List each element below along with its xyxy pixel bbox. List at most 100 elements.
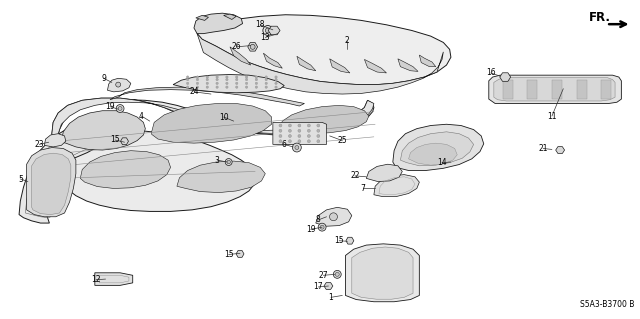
Circle shape	[250, 44, 255, 49]
Circle shape	[206, 76, 209, 78]
Polygon shape	[352, 247, 413, 299]
Polygon shape	[108, 78, 131, 92]
Polygon shape	[502, 80, 513, 99]
Text: 14: 14	[437, 158, 447, 167]
Circle shape	[245, 82, 248, 85]
Text: 23: 23	[35, 140, 44, 149]
Polygon shape	[61, 111, 145, 150]
Polygon shape	[419, 55, 436, 67]
Circle shape	[206, 78, 209, 81]
Circle shape	[265, 86, 268, 88]
Circle shape	[236, 78, 238, 81]
Circle shape	[279, 135, 282, 137]
Polygon shape	[330, 59, 350, 73]
Circle shape	[330, 213, 337, 221]
Circle shape	[123, 139, 126, 143]
Circle shape	[307, 140, 310, 143]
Circle shape	[206, 82, 209, 85]
Polygon shape	[248, 42, 257, 51]
Polygon shape	[19, 125, 106, 223]
Circle shape	[317, 135, 320, 137]
Polygon shape	[152, 103, 271, 143]
Polygon shape	[279, 105, 369, 134]
Circle shape	[265, 82, 268, 85]
Polygon shape	[196, 15, 209, 20]
Circle shape	[295, 145, 299, 150]
Polygon shape	[401, 132, 474, 166]
Circle shape	[236, 86, 238, 88]
Circle shape	[318, 223, 326, 231]
Text: 1: 1	[328, 293, 333, 302]
Circle shape	[348, 239, 351, 242]
Circle shape	[307, 129, 310, 132]
Text: 15: 15	[224, 250, 234, 259]
Circle shape	[307, 135, 310, 137]
Circle shape	[266, 28, 270, 33]
Polygon shape	[398, 59, 418, 71]
Circle shape	[116, 82, 121, 87]
Polygon shape	[44, 134, 66, 147]
Polygon shape	[120, 138, 129, 145]
Circle shape	[245, 86, 248, 88]
Text: 10: 10	[219, 113, 228, 122]
Circle shape	[298, 129, 301, 132]
Polygon shape	[494, 78, 615, 101]
Text: 12: 12	[92, 275, 101, 284]
Polygon shape	[223, 14, 236, 19]
Polygon shape	[197, 15, 451, 85]
Circle shape	[289, 129, 291, 132]
Polygon shape	[273, 122, 326, 145]
Circle shape	[279, 140, 282, 143]
Polygon shape	[489, 75, 621, 103]
Circle shape	[116, 105, 124, 113]
Text: 21: 21	[538, 144, 548, 153]
Circle shape	[317, 129, 320, 132]
Polygon shape	[80, 151, 171, 189]
Polygon shape	[95, 273, 132, 286]
Polygon shape	[500, 73, 511, 81]
Text: 17: 17	[314, 282, 323, 292]
Polygon shape	[324, 283, 333, 289]
Circle shape	[320, 225, 324, 229]
Text: 19: 19	[306, 225, 316, 234]
Text: 2: 2	[345, 36, 349, 45]
Polygon shape	[364, 59, 387, 73]
Circle shape	[226, 76, 228, 78]
Circle shape	[216, 76, 218, 78]
Polygon shape	[316, 207, 352, 226]
Circle shape	[265, 78, 268, 81]
Text: 15: 15	[334, 236, 344, 245]
Circle shape	[335, 272, 339, 276]
Circle shape	[275, 82, 277, 85]
Circle shape	[333, 271, 341, 278]
Polygon shape	[552, 80, 562, 99]
Circle shape	[206, 86, 209, 88]
Circle shape	[226, 86, 228, 88]
Text: 3: 3	[215, 156, 220, 165]
Polygon shape	[32, 153, 71, 215]
Polygon shape	[346, 237, 354, 244]
Polygon shape	[374, 174, 419, 197]
Polygon shape	[177, 161, 266, 193]
Circle shape	[236, 76, 238, 78]
Polygon shape	[230, 47, 251, 65]
Circle shape	[255, 86, 257, 88]
Text: 22: 22	[350, 171, 360, 180]
Text: 18: 18	[255, 20, 265, 29]
Polygon shape	[194, 13, 243, 33]
Circle shape	[118, 107, 122, 110]
Polygon shape	[346, 244, 419, 302]
Polygon shape	[297, 56, 316, 71]
Circle shape	[279, 124, 282, 127]
Circle shape	[326, 284, 330, 288]
Circle shape	[216, 78, 218, 81]
Circle shape	[245, 76, 248, 78]
Text: 15: 15	[110, 136, 120, 145]
Circle shape	[196, 78, 198, 81]
Circle shape	[298, 124, 301, 127]
Circle shape	[558, 148, 562, 152]
Polygon shape	[110, 87, 305, 106]
Polygon shape	[366, 164, 403, 182]
Circle shape	[216, 86, 218, 88]
Text: 9: 9	[101, 74, 106, 83]
